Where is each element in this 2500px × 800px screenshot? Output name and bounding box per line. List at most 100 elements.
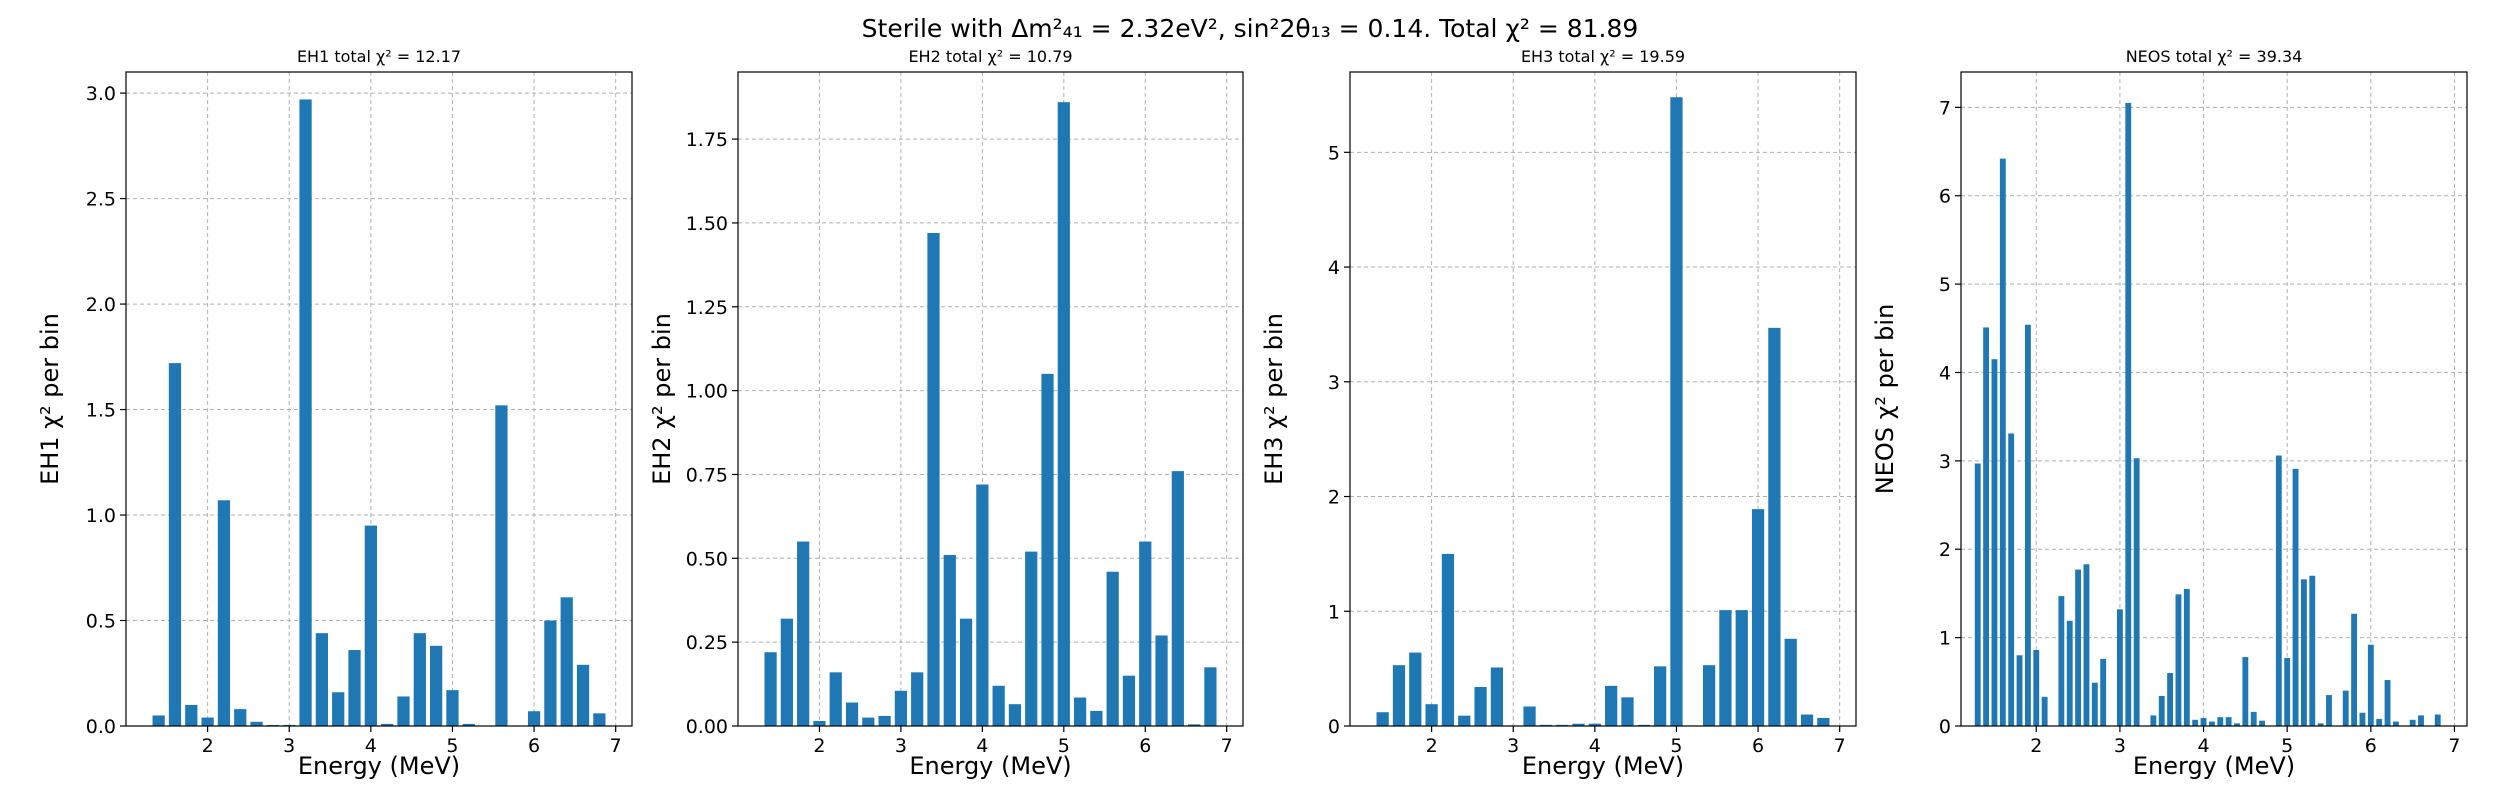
bar	[2225, 717, 2232, 726]
bar	[1999, 158, 2006, 726]
bar	[2066, 620, 2073, 726]
x-tick-label: 3	[895, 735, 907, 757]
bar	[2250, 711, 2257, 726]
bar	[1702, 665, 1716, 726]
subplot-title: EH2 total χ² = 10.79	[908, 47, 1072, 66]
bar	[462, 723, 475, 726]
bar	[2091, 682, 2098, 726]
bar	[992, 685, 1005, 726]
bar	[544, 620, 557, 726]
bar	[2326, 695, 2332, 726]
bar	[764, 652, 777, 726]
bar	[2192, 719, 2199, 726]
y-tick-label: 2	[1939, 539, 1951, 561]
bar	[2392, 721, 2399, 726]
bar	[430, 645, 443, 726]
bar	[1090, 710, 1103, 726]
x-axis-label: Energy (MeV)	[298, 752, 460, 780]
axes-frame	[125, 71, 633, 727]
y-tick-label: 3.0	[86, 83, 116, 105]
bar	[446, 690, 459, 726]
y-tick-label: 1	[1328, 601, 1340, 623]
bar	[1425, 704, 1438, 726]
bar	[1621, 697, 1634, 726]
bar	[1204, 667, 1217, 726]
y-tick-label: 0.5	[86, 611, 116, 633]
y-tick-label: 5	[1939, 274, 1951, 296]
bar	[2367, 644, 2374, 726]
bar	[332, 692, 345, 726]
bar	[2217, 717, 2224, 726]
bar	[976, 484, 989, 726]
bar	[299, 99, 312, 727]
bar	[1188, 724, 1201, 726]
bar	[894, 690, 908, 726]
bar	[2300, 579, 2307, 726]
bar	[959, 618, 973, 726]
y-tick-label: 0.75	[686, 464, 728, 486]
bar	[2275, 455, 2282, 726]
figure-suptitle: Sterile with Δm²₄₁ = 2.32eV², sin²2θ₁₃ =…	[861, 14, 1639, 43]
bar	[2434, 714, 2441, 726]
bar	[1474, 686, 1487, 726]
bar	[381, 723, 394, 726]
subplot-4: 2 3 4 5 6 7 0 1 2 3 4 5 6 7 NEOS total χ² = 39.34 Energ…	[1871, 47, 2468, 780]
y-tick-label: 1.50	[686, 213, 728, 235]
x-tick-label: 6	[2365, 735, 2377, 757]
bar	[1817, 717, 1830, 726]
bar	[234, 709, 247, 726]
bar	[1458, 715, 1471, 726]
bar	[1106, 571, 1119, 726]
bar	[1409, 652, 1422, 726]
bar	[2342, 690, 2349, 726]
bar	[168, 363, 182, 726]
y-tick-label: 0.0	[86, 716, 116, 738]
bar	[1122, 675, 1136, 726]
bar	[2183, 589, 2190, 726]
bar	[2292, 468, 2299, 726]
bar	[348, 650, 361, 726]
y-tick-label: 1.0	[86, 505, 116, 527]
x-tick-label: 4	[2197, 735, 2209, 757]
bar	[413, 633, 426, 726]
subplot-title: EH1 total χ² = 12.17	[297, 47, 461, 66]
bar	[911, 672, 924, 726]
bar	[1654, 666, 1667, 726]
bar	[2158, 695, 2165, 726]
bar	[1974, 463, 1981, 726]
y-tick-label: 4	[1328, 257, 1340, 279]
y-tick-label: 5	[1328, 142, 1340, 164]
bar	[1800, 714, 1814, 726]
bar	[1751, 509, 1765, 726]
x-tick-label: 5	[1058, 735, 1070, 757]
x-tick-label: 2	[813, 735, 825, 757]
bar	[1376, 712, 1389, 726]
bar	[878, 715, 891, 726]
bar	[797, 541, 810, 726]
bar	[2242, 657, 2249, 726]
y-tick-label: 7	[1939, 97, 1951, 119]
y-tick-label: 3	[1939, 451, 1951, 473]
bar	[2033, 649, 2040, 726]
bar	[2384, 680, 2391, 726]
x-tick-label: 7	[1221, 735, 1233, 757]
y-tick-label: 0.50	[686, 548, 728, 570]
bar	[829, 672, 842, 726]
y-tick-label: 1.00	[686, 381, 728, 403]
y-tick-label: 2	[1328, 487, 1340, 509]
bar	[2058, 596, 2065, 726]
bar	[495, 405, 508, 726]
x-tick-label: 3	[1507, 735, 1519, 757]
x-tick-label: 5	[2281, 735, 2293, 757]
y-axis-label: EH3 χ² per bin	[1260, 313, 1288, 485]
bar	[1041, 373, 1054, 726]
bar	[2041, 696, 2048, 726]
x-tick-label: 6	[528, 735, 540, 757]
bar	[2359, 712, 2366, 726]
bar	[1490, 667, 1504, 726]
bar	[2083, 564, 2090, 726]
y-tick-label: 0.25	[686, 632, 728, 654]
bar	[527, 711, 541, 726]
bar	[2409, 719, 2416, 726]
